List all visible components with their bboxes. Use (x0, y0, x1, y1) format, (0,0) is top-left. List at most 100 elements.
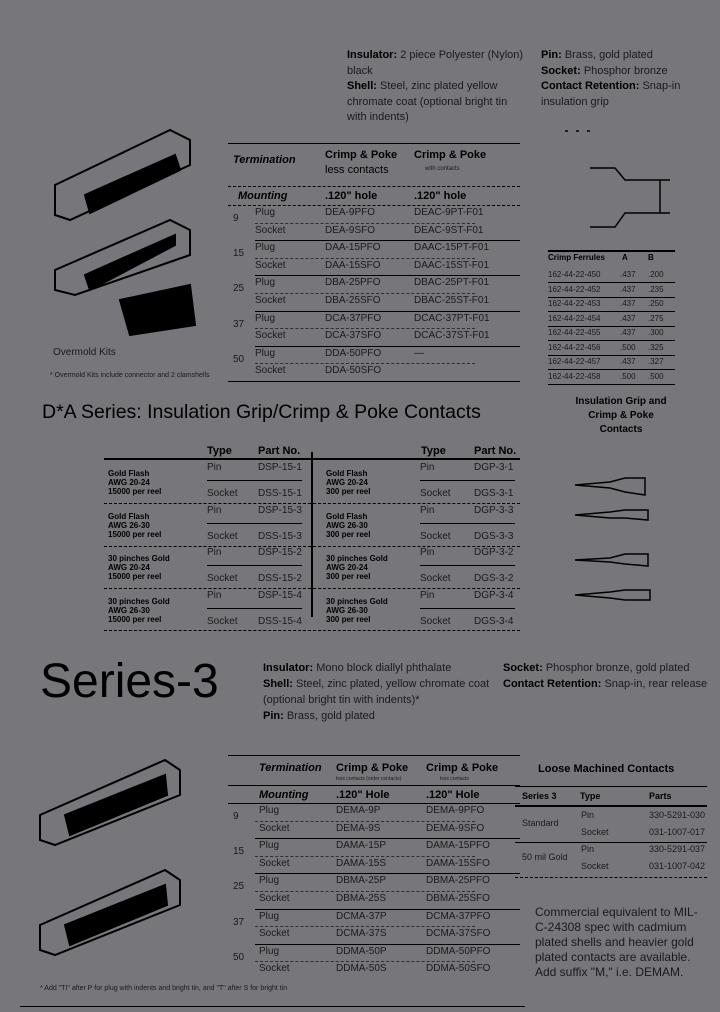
type-pin: Pin (207, 462, 222, 473)
type-socket: Socket (420, 573, 451, 584)
part-pin: DSP-15-4 (258, 589, 302, 601)
part-socket: DGS-3-1 (474, 488, 514, 499)
size-label: 15 (233, 248, 245, 260)
loose-header-type: Type (580, 791, 601, 801)
ferrule-b: .250 (648, 299, 664, 308)
row-part-1: DEA-9SFO (325, 224, 376, 236)
ferrule-b: .300 (648, 328, 664, 337)
type-socket: Socket (420, 615, 451, 627)
row-part-1: DEMA-9P (336, 805, 381, 816)
ferrule-a: .500 (620, 371, 636, 381)
row-part-2: DCMA-37SFO (426, 928, 491, 940)
ferrules-b-header: B (648, 253, 654, 262)
col1-sub: less contacts (order contacts) (336, 776, 402, 782)
part-pin: DGP-3-1 (474, 462, 514, 473)
type-pin: Pin (420, 589, 435, 601)
ferrule-a: .437 (620, 270, 636, 279)
commercial-note: Commercial equivalent to MIL-C-24308 spe… (535, 905, 698, 979)
row-part-2: DDMA-50SFO (426, 963, 491, 975)
loose-type: Socket (581, 827, 609, 837)
row-part-1: DBA-25PFO (325, 277, 381, 289)
type-pin: Pin (420, 462, 435, 473)
loose-part: 330-5291-030 (649, 810, 706, 820)
type-socket: Socket (207, 573, 238, 584)
loose-group: Standard (522, 818, 559, 828)
ferrule-a: .437 (620, 328, 636, 337)
group-label: Gold Flash AWG 26-30 15000 per reel (108, 511, 162, 539)
part-socket: DSS-15-3 (258, 530, 302, 542)
row-part-1: DCA-37SFO (325, 330, 382, 342)
loose-title: Loose Machined Contacts (538, 763, 675, 775)
row-part-1: DDA-50SFO (325, 365, 382, 377)
row-part-2: DCAC-37ST-F01 (414, 330, 490, 342)
row-part-2: DBAC-25PT-F01 (414, 277, 490, 289)
type-header-left: Type (207, 445, 232, 457)
spec-retention: Contact Retention: Snap-in insulation gr… (541, 80, 681, 108)
hole2: .120" hole (414, 190, 467, 202)
part-pin: DSP-15-3 (258, 504, 302, 516)
dsub-connector-illustration (54, 128, 197, 337)
type-pin: Pin (420, 547, 435, 558)
ferrule-part: 162-44-22-458 (548, 371, 601, 381)
row-type: Socket (259, 893, 290, 904)
type-pin: Pin (207, 589, 222, 601)
group-label: 30 pinches Gold AWG 20-24 15000 per reel (108, 554, 170, 581)
part-pin: DSP-15-2 (258, 547, 302, 558)
row-type: Plug (255, 277, 276, 289)
row-type: Plug (255, 347, 276, 359)
row-type: Plug (255, 312, 276, 324)
row-part-2: DCAC-37PT-F01 (414, 312, 490, 324)
type-socket: Socket (420, 488, 451, 499)
row-type: Socket (255, 259, 286, 271)
size-label: 37 (233, 318, 245, 330)
row-part-1: DEMA-9S (336, 822, 381, 834)
row-part-2: DBMA-25PFO (426, 875, 490, 887)
row-type: Socket (259, 822, 290, 834)
row-type: Socket (255, 295, 286, 306)
spec-left: Insulator: 2 piece Polyester (Nylon) bla… (347, 48, 527, 126)
row-type: Socket (255, 365, 286, 377)
row-part-1: DDA-50PFO (325, 347, 382, 359)
row-part-2: DAMA-15PFO (426, 840, 490, 852)
type-socket: Socket (207, 488, 238, 499)
size-label: 25 (233, 881, 245, 893)
ferrule-part: 162-44-22-454 (548, 313, 601, 323)
ferrule-a: .437 (620, 284, 636, 294)
spec-socket: Socket: Phosphor bronze (541, 64, 668, 77)
loose-type: Socket (581, 861, 609, 871)
size-label: 25 (233, 283, 245, 295)
row-part-1: DCMA-37S (336, 928, 387, 940)
ferrules-a-header: A (622, 253, 628, 262)
part-pin: DGP-3-3 (474, 504, 514, 516)
part-header-left: Part No. (258, 445, 301, 457)
type-pin: Pin (207, 547, 222, 558)
series3-heading: Series-3 (40, 655, 219, 708)
row-type: Plug (259, 945, 280, 957)
ferrule-b: .275 (648, 313, 664, 323)
type-socket: Socket (420, 530, 451, 542)
row-part-2: DAAC-15PT-F01 (414, 242, 490, 254)
size-label: 15 (233, 846, 245, 858)
part-pin: DGP-3-4 (474, 589, 514, 601)
size-label: 9 (233, 213, 239, 224)
spec-right: Pin: Brass, gold plated Socket: Phosphor… (541, 48, 720, 110)
row-part-1: DEA-9PFO (325, 207, 376, 218)
col2-sub: less contacts (440, 776, 469, 782)
col2-header: Crimp & Poke (414, 149, 487, 161)
ferrule-b: .327 (648, 357, 664, 366)
mounting-header: Mounting (259, 789, 309, 801)
type-socket: Socket (207, 530, 238, 542)
part-socket: DSS-15-2 (258, 573, 302, 584)
series3-spec-right: Socket: Phosphor bronze, gold plated Con… (503, 662, 708, 690)
ferrule-part: 162-44-22-453 (548, 299, 601, 308)
row-part-1: DDMA-50P (336, 945, 387, 957)
loose-part: 330-5291-037 (649, 844, 706, 854)
row-part-2: DAMA-15SFO (426, 857, 490, 869)
overmold-label: Overmold Kits (53, 347, 116, 358)
row-type: Plug (255, 207, 276, 218)
row-part-1: DBMA-25P (336, 875, 387, 887)
loose-part: 031-1007-017 (649, 827, 706, 837)
row-part-1: DCMA-37P (336, 910, 387, 922)
ferrule-part: 162-44-22-457 (548, 357, 601, 366)
row-type: Socket (255, 330, 286, 342)
